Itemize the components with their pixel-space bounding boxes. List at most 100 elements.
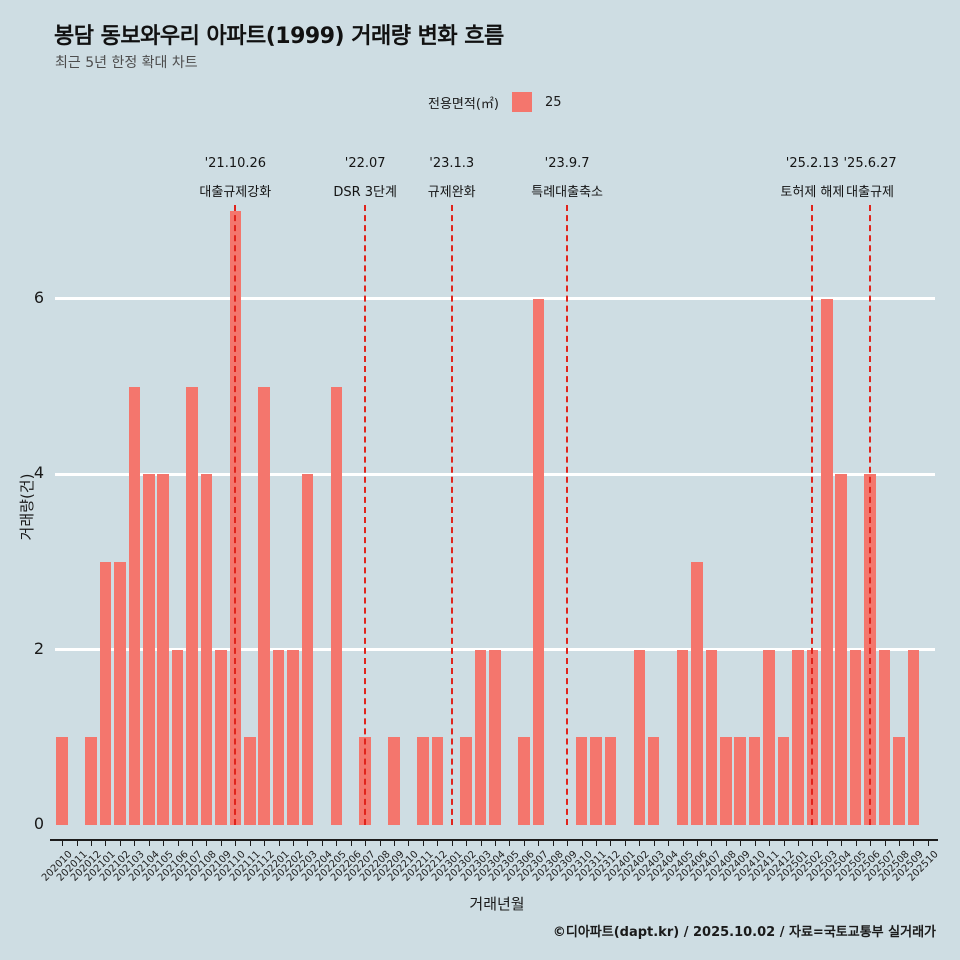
x-tick-mark — [480, 841, 482, 846]
x-tick-mark — [812, 841, 814, 846]
bar — [388, 737, 400, 825]
y-tick-label: 4 — [33, 463, 44, 483]
bar — [777, 737, 790, 825]
x-tick-mark — [91, 841, 93, 846]
y-axis-title: 거래량(건) — [18, 473, 36, 541]
bar — [792, 649, 804, 825]
legend: 전용면적(㎡) 25 — [428, 92, 562, 112]
x-tick-mark — [105, 841, 107, 846]
annotation-label: 토허제 해제 — [780, 185, 845, 200]
x-tick-mark — [870, 841, 872, 846]
gridline-y-4 — [55, 472, 935, 476]
x-tick-mark — [235, 841, 237, 846]
bar — [821, 298, 833, 825]
bar — [878, 649, 891, 825]
x-tick-mark — [408, 841, 410, 846]
x-tick-mark — [913, 841, 915, 846]
bar — [474, 649, 487, 825]
x-tick-mark — [206, 841, 208, 846]
x-tick-mark — [466, 841, 468, 846]
bar — [301, 474, 314, 825]
y-tick-label: 0 — [33, 814, 44, 833]
bar — [215, 649, 227, 825]
legend-title: 전용면적(㎡) — [428, 96, 499, 112]
legend-swatch — [511, 92, 532, 112]
gridline-y-6 — [55, 297, 935, 301]
bar — [330, 386, 343, 825]
bar — [676, 649, 689, 825]
bar — [157, 474, 169, 825]
x-tick-mark — [76, 841, 78, 846]
bar — [518, 737, 530, 825]
x-tick-mark — [538, 841, 540, 846]
bar — [460, 737, 472, 825]
bar — [590, 737, 602, 825]
x-tick-mark — [422, 841, 424, 846]
annotation-line — [811, 205, 814, 825]
annotation-date: '21.10.26 — [204, 156, 267, 171]
bar — [691, 561, 703, 825]
x-tick-mark — [783, 841, 785, 846]
bar — [907, 649, 920, 825]
annotation-line — [234, 205, 237, 825]
x-tick-mark — [725, 841, 727, 846]
annotation-label: 규제완화 — [427, 185, 476, 200]
x-tick-mark — [898, 841, 900, 846]
x-tick-mark — [769, 841, 771, 846]
x-tick-mark — [884, 841, 886, 846]
annotation-date: '25.2.13 — [785, 156, 839, 171]
x-tick-mark — [134, 841, 136, 846]
annotation-line — [364, 205, 367, 825]
x-tick-mark — [595, 841, 597, 846]
bar — [128, 386, 141, 825]
annotation-date: '25.6.27 — [843, 156, 897, 171]
annotation-line — [869, 205, 872, 825]
bar — [287, 649, 299, 825]
bar — [186, 386, 198, 825]
x-tick-mark — [321, 841, 323, 846]
x-tick-mark — [148, 841, 150, 846]
annotation-label: 대출규제강화 — [199, 185, 272, 200]
bar — [56, 737, 68, 825]
bar — [720, 737, 732, 825]
bar — [647, 737, 660, 825]
x-tick-mark — [826, 841, 828, 846]
page-title: 봉담 동보와우리 아파트(1999) 거래량 변화 흐름 — [54, 24, 504, 49]
bar — [114, 561, 126, 825]
x-tick-mark — [264, 841, 266, 846]
annotation-date: '23.9.7 — [544, 156, 590, 171]
x-tick-mark — [523, 841, 525, 846]
y-tick-label: 2 — [33, 638, 44, 658]
annotation-label: 대출규제 — [846, 185, 894, 200]
bar — [244, 737, 256, 825]
x-tick-mark — [379, 841, 381, 846]
bar — [893, 737, 905, 825]
bar — [99, 561, 112, 825]
bar — [143, 474, 155, 825]
bar — [633, 649, 645, 825]
bar — [604, 737, 617, 825]
bar — [417, 737, 429, 825]
x-tick-mark — [624, 841, 626, 846]
x-tick-mark — [350, 841, 352, 846]
x-tick-mark — [192, 841, 194, 846]
bar — [763, 649, 775, 825]
x-tick-mark — [696, 841, 698, 846]
bar — [489, 649, 501, 825]
y-tick-label: 6 — [33, 287, 44, 307]
annotation-line — [450, 205, 453, 825]
x-tick-mark — [841, 841, 843, 846]
x-tick-mark — [163, 841, 165, 846]
annotation-label: 특례대출축소 — [531, 185, 604, 200]
x-tick-mark — [740, 841, 742, 846]
bar — [171, 649, 184, 825]
x-tick-mark — [278, 841, 280, 846]
x-tick-mark — [119, 841, 121, 846]
x-tick-mark — [220, 841, 222, 846]
x-axis-line — [50, 839, 938, 841]
x-tick-mark — [581, 841, 583, 846]
x-tick-mark — [711, 841, 713, 846]
x-tick-mark — [307, 841, 309, 846]
bar — [748, 737, 761, 825]
